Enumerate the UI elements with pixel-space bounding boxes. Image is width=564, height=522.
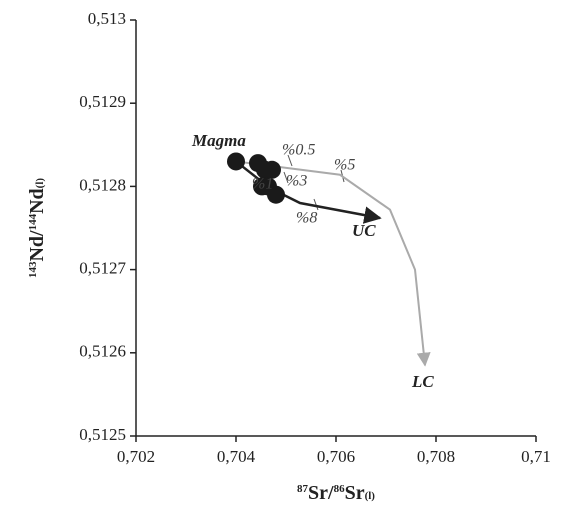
x-tick-label: 0,702 — [117, 447, 155, 466]
x-axis-label-part: Sr/ — [308, 482, 334, 504]
y-tick-label: 0,5127 — [79, 259, 126, 278]
y-axis-label-part: 143 — [27, 261, 39, 278]
y-tick-label: 0,5129 — [79, 92, 126, 111]
annotation: %0.5 — [282, 142, 315, 159]
x-axis-label-part: 86 — [334, 483, 346, 495]
annotation: %5 — [334, 157, 355, 174]
mixing-curve — [235, 160, 382, 224]
annotation: %1 — [252, 176, 273, 193]
x-axis-label-part: (l) — [365, 490, 376, 502]
y-tick-label: 0,513 — [88, 9, 126, 28]
annotation: %8 — [296, 210, 317, 227]
x-axis-label-part: 87 — [297, 483, 309, 495]
x-tick-label: 0,71 — [521, 447, 551, 466]
y-tick-label: 0,5128 — [79, 175, 126, 194]
y-tick-label: 0,5126 — [79, 342, 126, 361]
sample-point — [263, 160, 281, 179]
mixing-curve — [235, 160, 431, 367]
y-axis-label-part: 144 — [27, 213, 39, 230]
y-tick-label: 0,5125 — [79, 425, 126, 444]
x-tick-label: 0,708 — [417, 447, 455, 466]
annotation: %3 — [286, 173, 307, 190]
y-axis-label-part: (l) — [34, 178, 46, 189]
x-tick-label: 0,706 — [317, 447, 355, 466]
y-axis-label: 143Nd/144Nd(l) — [26, 178, 48, 278]
curve-label: UC — [352, 221, 376, 240]
x-tick-label: 0,704 — [217, 447, 256, 466]
sample-point — [267, 185, 285, 204]
x-axis-label: 87Sr/86Sr(l) — [297, 482, 375, 504]
x-axis-label-part: Sr — [345, 482, 365, 504]
curve-label: LC — [411, 372, 434, 391]
y-axis-label-part: Nd/ — [26, 230, 48, 262]
sample-point — [227, 152, 245, 171]
y-axis-label-part: Nd — [26, 188, 48, 214]
annotation: Magma — [191, 131, 246, 150]
